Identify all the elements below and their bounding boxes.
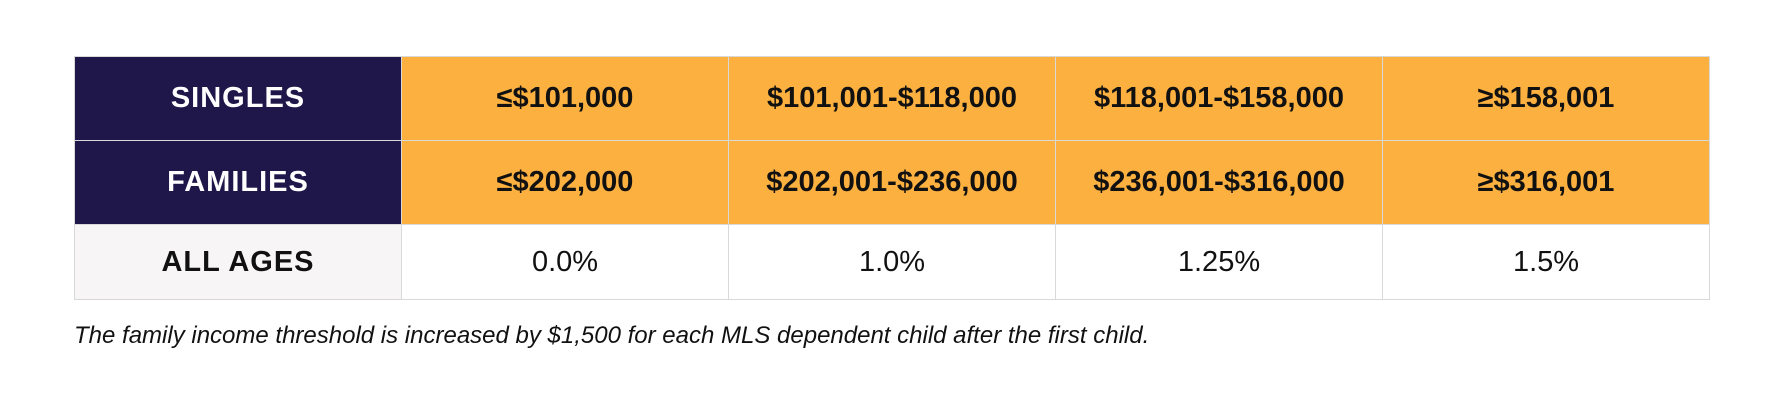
singles-row: SINGLES ≤$101,000 $101,001-$118,000 $118…	[74, 56, 1710, 141]
singles-threshold-tier-2: $118,001-$158,000	[1055, 56, 1383, 141]
footnote-text: The family income threshold is increased…	[74, 322, 1150, 349]
singles-threshold-tier-1: $101,001-$118,000	[728, 56, 1056, 141]
surcharge-rate-tier-1: 1.0%	[728, 224, 1056, 300]
mls-income-threshold-table: SINGLES ≤$101,000 $101,001-$118,000 $118…	[74, 56, 1710, 300]
families-threshold-tier-3: ≥$316,001	[1382, 140, 1710, 225]
singles-threshold-tier-0: ≤$101,000	[401, 56, 729, 141]
surcharge-rate-tier-0: 0.0%	[401, 224, 729, 300]
families-label: FAMILIES	[74, 140, 402, 225]
families-threshold-tier-1: $202,001-$236,000	[728, 140, 1056, 225]
singles-threshold-tier-3: ≥$158,001	[1382, 56, 1710, 141]
all-ages-row: ALL AGES 0.0% 1.0% 1.25% 1.5%	[74, 224, 1710, 300]
surcharge-rate-tier-2: 1.25%	[1055, 224, 1383, 300]
surcharge-rate-tier-3: 1.5%	[1382, 224, 1710, 300]
families-row: FAMILIES ≤$202,000 $202,001-$236,000 $23…	[74, 140, 1710, 225]
families-threshold-tier-0: ≤$202,000	[401, 140, 729, 225]
all-ages-label: ALL AGES	[74, 224, 402, 300]
families-threshold-tier-2: $236,001-$316,000	[1055, 140, 1383, 225]
singles-label: SINGLES	[74, 56, 402, 141]
